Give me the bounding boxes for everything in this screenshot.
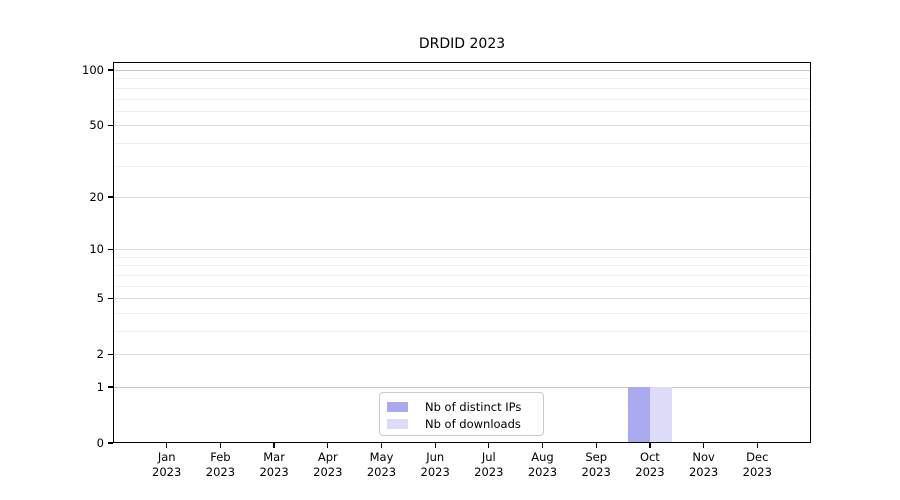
x-tick bbox=[166, 443, 168, 448]
chart-title: DRDID 2023 bbox=[418, 36, 506, 52]
x-tick-label: Jan 2023 bbox=[139, 450, 195, 480]
x-tick bbox=[702, 443, 705, 448]
x-tick-label: Jun 2023 bbox=[407, 450, 463, 480]
x-tick-label: Sep 2023 bbox=[568, 450, 624, 480]
x-tick-month: Apr bbox=[317, 450, 338, 464]
x-tick-year: 2023 bbox=[527, 465, 558, 479]
x-tick-month: Jan bbox=[157, 450, 176, 464]
gridline-major bbox=[114, 298, 810, 300]
plot-frame bbox=[113, 62, 811, 443]
x-tick-year: 2023 bbox=[635, 465, 665, 479]
x-tick-label: Apr 2023 bbox=[300, 450, 356, 480]
x-tick bbox=[756, 443, 758, 448]
y-tick-label: 1 bbox=[96, 380, 104, 394]
y-tick-label: 50 bbox=[89, 118, 104, 133]
legend-item-distinct-ips: Nb of distinct IPs bbox=[380, 398, 543, 415]
y-tick bbox=[108, 248, 113, 250]
y-tick bbox=[108, 442, 113, 444]
y-tick bbox=[108, 69, 113, 71]
legend-label-distinct-ips: Nb of distinct IPs bbox=[425, 399, 522, 414]
x-tick bbox=[219, 443, 222, 448]
gridline-minor bbox=[114, 331, 810, 332]
y-tick bbox=[108, 196, 113, 198]
y-tick-label: 5 bbox=[96, 291, 104, 306]
gridline-minor bbox=[114, 312, 810, 314]
gridline-major bbox=[114, 387, 810, 388]
x-tick-year: 2023 bbox=[742, 465, 772, 479]
legend-swatch-distinct-ips-icon bbox=[387, 401, 408, 412]
x-tick bbox=[541, 443, 544, 448]
x-tick-label: Jul 2023 bbox=[461, 450, 517, 480]
gridline-minor bbox=[114, 285, 810, 287]
x-tick-label: Feb 2023 bbox=[192, 450, 248, 480]
x-tick-year: 2023 bbox=[152, 465, 182, 479]
legend-swatch-downloads-icon bbox=[387, 418, 408, 429]
gridline-minor bbox=[114, 165, 810, 167]
legend-label-downloads: Nb of downloads bbox=[425, 416, 521, 431]
y-tick-label: 100 bbox=[82, 63, 104, 77]
x-tick-label: Nov 2023 bbox=[676, 450, 732, 480]
x-tick-year: 2023 bbox=[366, 465, 397, 479]
gridline-major bbox=[114, 354, 810, 356]
gridline-minor bbox=[114, 87, 810, 89]
gridline-minor bbox=[114, 78, 810, 80]
x-tick-label: Oct 2023 bbox=[622, 450, 678, 480]
x-tick-year: 2023 bbox=[581, 465, 611, 479]
gridline-minor bbox=[114, 274, 810, 276]
x-tick-month: Nov bbox=[692, 450, 715, 464]
y-tick-label: 10 bbox=[89, 242, 104, 257]
x-tick-month: Dec bbox=[746, 450, 769, 464]
gridline-major bbox=[114, 249, 810, 251]
x-tick-label: May 2023 bbox=[354, 450, 410, 480]
y-tick bbox=[108, 386, 113, 388]
x-tick-month: Jun bbox=[426, 450, 445, 464]
x-tick-label: Mar 2023 bbox=[246, 450, 302, 480]
x-tick bbox=[488, 443, 490, 448]
y-tick-label: 20 bbox=[89, 189, 104, 204]
x-tick-month: Oct bbox=[639, 450, 660, 464]
bar-downloads-oct-2023 bbox=[649, 387, 672, 443]
x-tick bbox=[273, 443, 275, 448]
x-tick-month: Jul bbox=[481, 450, 496, 464]
gridline-minor bbox=[114, 265, 810, 267]
x-tick-month: Mar bbox=[263, 450, 285, 464]
legend: Nb of distinct IPs Nb of downloads bbox=[379, 392, 544, 436]
x-tick-year: 2023 bbox=[688, 465, 719, 479]
y-tick bbox=[108, 353, 113, 355]
x-tick bbox=[595, 443, 597, 448]
x-tick bbox=[327, 443, 329, 448]
legend-item-downloads: Nb of downloads bbox=[380, 415, 543, 432]
gridline-minor bbox=[114, 110, 810, 112]
gridline-major bbox=[114, 70, 810, 71]
x-tick-month: May bbox=[369, 450, 394, 464]
x-tick-month: Feb bbox=[210, 450, 231, 464]
gridline-major bbox=[114, 125, 810, 127]
x-tick-label: Dec 2023 bbox=[729, 450, 785, 480]
x-tick-year: 2023 bbox=[474, 465, 504, 479]
x-tick-month: Aug bbox=[531, 450, 554, 464]
x-tick-year: 2023 bbox=[259, 465, 289, 479]
bar-distinct-ips-oct-2023 bbox=[627, 387, 650, 443]
gridline-minor bbox=[114, 142, 810, 144]
y-tick-label: 2 bbox=[96, 347, 104, 362]
x-tick-month: Sep bbox=[585, 450, 608, 464]
gridline-minor bbox=[114, 256, 810, 258]
x-tick bbox=[649, 443, 651, 448]
gridline-minor bbox=[114, 98, 810, 100]
x-tick bbox=[380, 443, 383, 448]
y-tick bbox=[108, 297, 113, 299]
x-tick bbox=[434, 443, 436, 448]
x-tick-year: 2023 bbox=[420, 465, 450, 479]
y-tick bbox=[108, 124, 113, 126]
y-tick-label: 0 bbox=[96, 436, 104, 450]
x-tick-label: Aug 2023 bbox=[515, 450, 571, 480]
x-tick-year: 2023 bbox=[205, 465, 236, 479]
gridline-major bbox=[114, 196, 810, 198]
x-tick-year: 2023 bbox=[313, 465, 343, 479]
